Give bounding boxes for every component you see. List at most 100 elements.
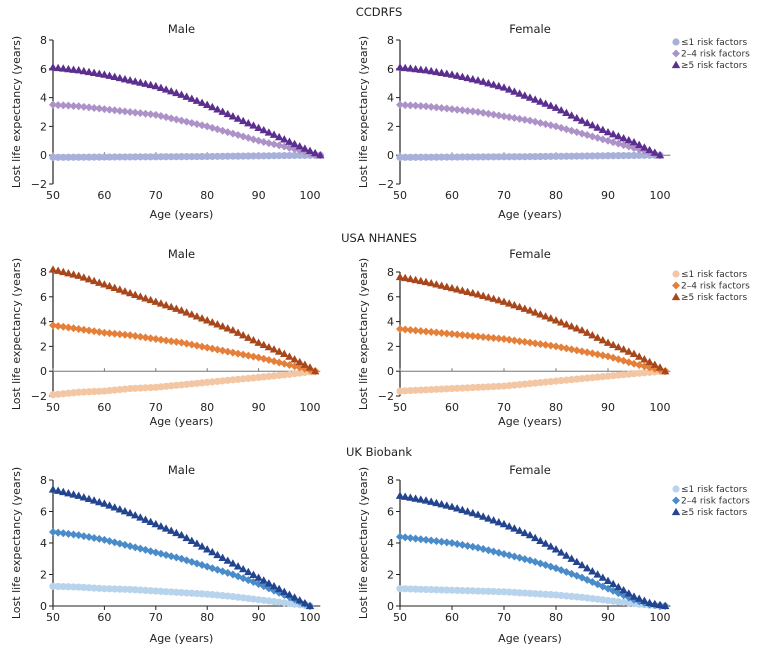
data-point bbox=[484, 153, 492, 161]
series-ge5 bbox=[395, 63, 665, 159]
data-point bbox=[614, 152, 623, 160]
data-point bbox=[182, 308, 191, 316]
data-point bbox=[116, 153, 124, 161]
data-point bbox=[74, 531, 83, 540]
data-point bbox=[198, 152, 206, 161]
x-tick-label: 90 bbox=[601, 189, 615, 202]
data-point bbox=[406, 326, 415, 335]
data-point bbox=[458, 540, 467, 549]
data-point bbox=[84, 533, 93, 542]
data-point bbox=[526, 380, 534, 388]
data-point bbox=[90, 103, 99, 112]
data-point bbox=[192, 312, 202, 320]
data-point bbox=[152, 153, 160, 161]
data-point bbox=[69, 530, 78, 539]
data-point bbox=[578, 347, 586, 356]
data-point bbox=[136, 586, 144, 594]
series-2to4 bbox=[49, 321, 320, 376]
x-tick-label: 70 bbox=[149, 401, 163, 414]
data-point bbox=[406, 101, 415, 110]
data-point bbox=[437, 103, 446, 112]
data-point bbox=[79, 66, 89, 75]
data-point bbox=[609, 152, 617, 160]
data-point bbox=[577, 560, 587, 569]
data-point bbox=[432, 67, 441, 76]
data-point bbox=[54, 101, 63, 110]
data-point bbox=[84, 67, 94, 76]
data-point bbox=[635, 352, 644, 360]
data-point bbox=[126, 108, 135, 116]
data-point bbox=[198, 342, 207, 351]
data-point bbox=[249, 152, 258, 160]
data-point bbox=[228, 559, 238, 567]
data-point bbox=[437, 537, 446, 546]
data-point bbox=[479, 108, 488, 117]
data-point bbox=[536, 97, 545, 105]
legend-label: ≥5 risk factors bbox=[681, 61, 747, 71]
x-tick-label: 90 bbox=[601, 611, 615, 624]
data-point bbox=[285, 352, 294, 360]
data-point bbox=[84, 274, 94, 283]
data-point bbox=[583, 564, 592, 572]
data-point bbox=[432, 537, 441, 546]
data-point bbox=[531, 308, 540, 316]
data-point bbox=[453, 586, 461, 595]
data-point bbox=[453, 539, 462, 548]
data-point bbox=[234, 152, 242, 160]
data-point bbox=[516, 380, 524, 389]
data-point bbox=[437, 68, 446, 76]
data-point bbox=[499, 519, 509, 528]
data-point bbox=[406, 274, 415, 283]
data-point bbox=[151, 334, 160, 343]
data-point bbox=[490, 153, 498, 161]
y-tick-label: 2 bbox=[40, 340, 47, 353]
data-point bbox=[95, 497, 104, 506]
data-point bbox=[531, 590, 539, 598]
data-point bbox=[598, 573, 607, 581]
x-axis-label: Age (years) bbox=[150, 415, 214, 428]
data-point bbox=[619, 586, 628, 594]
data-point bbox=[421, 496, 431, 504]
data-point bbox=[490, 587, 498, 596]
data-point bbox=[588, 374, 597, 382]
data-point bbox=[182, 339, 191, 348]
data-point bbox=[417, 386, 425, 394]
legend-marker bbox=[672, 270, 680, 278]
legend-marker bbox=[671, 60, 681, 69]
data-point bbox=[310, 148, 320, 157]
data-point bbox=[598, 351, 607, 360]
data-point bbox=[416, 495, 425, 503]
data-point bbox=[229, 152, 237, 160]
data-point bbox=[635, 594, 644, 602]
data-point bbox=[126, 585, 134, 594]
data-point bbox=[100, 499, 109, 507]
data-point bbox=[146, 517, 155, 526]
data-point bbox=[412, 386, 420, 394]
data-point bbox=[588, 331, 597, 339]
data-point bbox=[285, 137, 294, 145]
data-point bbox=[126, 331, 135, 340]
data-point bbox=[510, 153, 518, 161]
data-point bbox=[432, 498, 441, 507]
data-point bbox=[603, 576, 613, 584]
data-point bbox=[562, 592, 571, 600]
y-tick-label: 0 bbox=[387, 149, 394, 162]
y-axis-label: Lost life expectancy (years) bbox=[357, 36, 370, 188]
data-point bbox=[249, 121, 258, 129]
data-point bbox=[192, 539, 202, 547]
data-point bbox=[280, 349, 289, 357]
data-point bbox=[536, 379, 545, 387]
data-point bbox=[151, 297, 160, 305]
data-point bbox=[120, 506, 130, 515]
data-point bbox=[448, 586, 456, 594]
data-point bbox=[274, 584, 284, 593]
data-point bbox=[572, 113, 581, 122]
data-point bbox=[290, 355, 299, 363]
data-point bbox=[146, 295, 155, 304]
data-point bbox=[463, 73, 472, 82]
data-point bbox=[105, 501, 114, 509]
data-point bbox=[48, 63, 58, 71]
data-point bbox=[542, 378, 550, 386]
data-point bbox=[120, 287, 130, 295]
data-point bbox=[557, 152, 565, 160]
